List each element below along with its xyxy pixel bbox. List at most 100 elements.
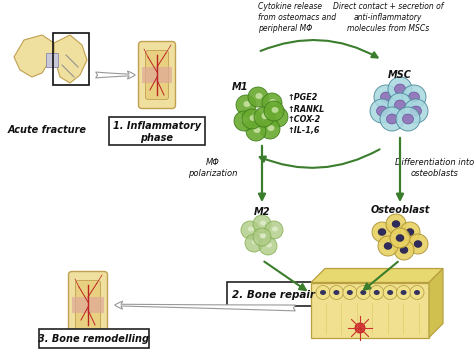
Circle shape	[397, 285, 410, 299]
Ellipse shape	[270, 99, 276, 105]
Ellipse shape	[381, 92, 392, 102]
Polygon shape	[54, 35, 87, 83]
Ellipse shape	[392, 221, 400, 228]
Ellipse shape	[400, 246, 408, 253]
Ellipse shape	[374, 290, 380, 295]
Ellipse shape	[255, 93, 263, 99]
Text: M1: M1	[232, 82, 248, 92]
Circle shape	[390, 228, 410, 248]
Ellipse shape	[394, 100, 405, 110]
Ellipse shape	[401, 290, 407, 295]
Ellipse shape	[254, 127, 261, 133]
Ellipse shape	[249, 115, 256, 121]
Text: Acute fracture: Acute fracture	[8, 125, 87, 135]
Ellipse shape	[414, 240, 422, 247]
Ellipse shape	[267, 125, 274, 131]
Circle shape	[378, 236, 398, 256]
Circle shape	[370, 99, 394, 123]
Ellipse shape	[387, 290, 393, 295]
Circle shape	[402, 85, 426, 109]
Circle shape	[383, 285, 397, 299]
Ellipse shape	[260, 221, 266, 225]
FancyBboxPatch shape	[138, 42, 175, 109]
Circle shape	[396, 107, 420, 131]
Text: ↑PGE2: ↑PGE2	[287, 94, 318, 103]
Circle shape	[316, 285, 330, 299]
Ellipse shape	[410, 106, 421, 116]
Text: 3. Bone remodelling: 3. Bone remodelling	[38, 334, 149, 344]
Circle shape	[241, 221, 259, 239]
Circle shape	[374, 85, 398, 109]
Ellipse shape	[406, 229, 414, 236]
Circle shape	[260, 119, 280, 139]
Ellipse shape	[320, 290, 326, 295]
Circle shape	[404, 99, 428, 123]
Circle shape	[388, 77, 412, 101]
Ellipse shape	[402, 114, 413, 124]
Circle shape	[253, 215, 271, 233]
Polygon shape	[311, 282, 429, 337]
Ellipse shape	[275, 113, 283, 119]
Text: ↑IL-1,6: ↑IL-1,6	[287, 126, 319, 135]
Circle shape	[268, 107, 288, 127]
Bar	[142, 67, 172, 83]
Bar	[53, 33, 89, 85]
Ellipse shape	[396, 235, 404, 242]
Ellipse shape	[272, 227, 278, 231]
Ellipse shape	[262, 113, 268, 119]
Circle shape	[356, 285, 370, 299]
Ellipse shape	[272, 107, 279, 113]
Ellipse shape	[384, 243, 392, 250]
Circle shape	[400, 222, 420, 242]
Text: Osteoblast: Osteoblast	[370, 205, 430, 215]
Text: ↑RANKL: ↑RANKL	[287, 104, 324, 113]
Circle shape	[355, 323, 365, 333]
Bar	[72, 297, 104, 313]
Text: Direct contact + secretion of
anti-inflammatory
molecules from MSCs: Direct contact + secretion of anti-infla…	[333, 2, 443, 33]
Circle shape	[380, 107, 404, 131]
FancyBboxPatch shape	[69, 272, 108, 339]
Ellipse shape	[260, 233, 266, 238]
Text: Cytokine release
from osteomacs and
peripheral MΦ: Cytokine release from osteomacs and peri…	[258, 2, 336, 33]
Ellipse shape	[347, 290, 353, 295]
Ellipse shape	[333, 290, 339, 295]
Text: MSC: MSC	[388, 70, 412, 80]
Circle shape	[254, 107, 274, 127]
Circle shape	[394, 240, 414, 260]
Circle shape	[234, 111, 254, 131]
Ellipse shape	[360, 290, 366, 295]
FancyBboxPatch shape	[75, 281, 100, 329]
Circle shape	[246, 121, 266, 141]
Circle shape	[265, 221, 283, 239]
FancyBboxPatch shape	[146, 51, 168, 99]
Bar	[46, 53, 58, 67]
Ellipse shape	[266, 243, 272, 247]
Circle shape	[253, 228, 271, 246]
Circle shape	[388, 93, 412, 117]
Circle shape	[259, 237, 277, 255]
Ellipse shape	[376, 106, 388, 116]
Text: M2: M2	[254, 207, 270, 217]
Ellipse shape	[409, 92, 419, 102]
Circle shape	[386, 214, 406, 234]
Ellipse shape	[252, 239, 258, 245]
FancyBboxPatch shape	[109, 117, 205, 145]
Polygon shape	[14, 35, 54, 77]
Circle shape	[343, 285, 357, 299]
Circle shape	[248, 87, 268, 107]
Circle shape	[262, 93, 282, 113]
Text: MΦ
polarization: MΦ polarization	[188, 158, 237, 178]
Circle shape	[329, 285, 344, 299]
Circle shape	[242, 109, 262, 129]
FancyBboxPatch shape	[227, 282, 321, 306]
Circle shape	[370, 285, 384, 299]
Circle shape	[410, 285, 424, 299]
Circle shape	[236, 95, 256, 115]
Text: 2. Bone repair: 2. Bone repair	[233, 290, 316, 300]
Ellipse shape	[378, 229, 386, 236]
Ellipse shape	[414, 290, 420, 295]
Ellipse shape	[244, 101, 250, 107]
Text: 1. Inflammatory
phase: 1. Inflammatory phase	[113, 121, 201, 143]
Circle shape	[372, 222, 392, 242]
FancyBboxPatch shape	[39, 329, 149, 348]
